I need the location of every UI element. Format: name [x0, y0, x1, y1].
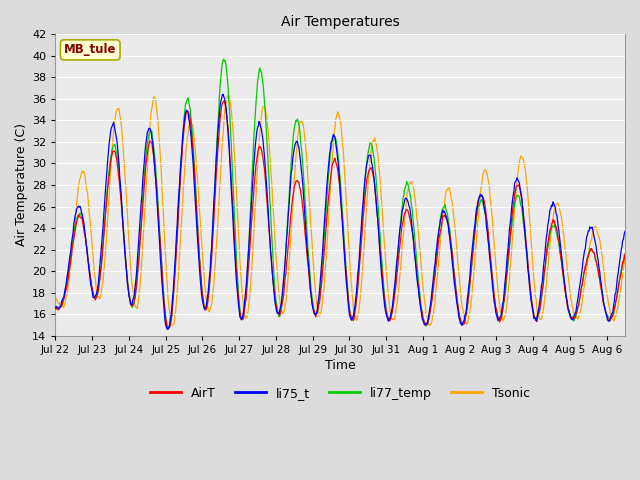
- Y-axis label: Air Temperature (C): Air Temperature (C): [15, 123, 28, 247]
- Text: MB_tule: MB_tule: [64, 43, 116, 56]
- Title: Air Temperatures: Air Temperatures: [281, 15, 399, 29]
- Legend: AirT, li75_t, li77_temp, Tsonic: AirT, li75_t, li77_temp, Tsonic: [145, 382, 535, 405]
- X-axis label: Time: Time: [325, 359, 356, 372]
